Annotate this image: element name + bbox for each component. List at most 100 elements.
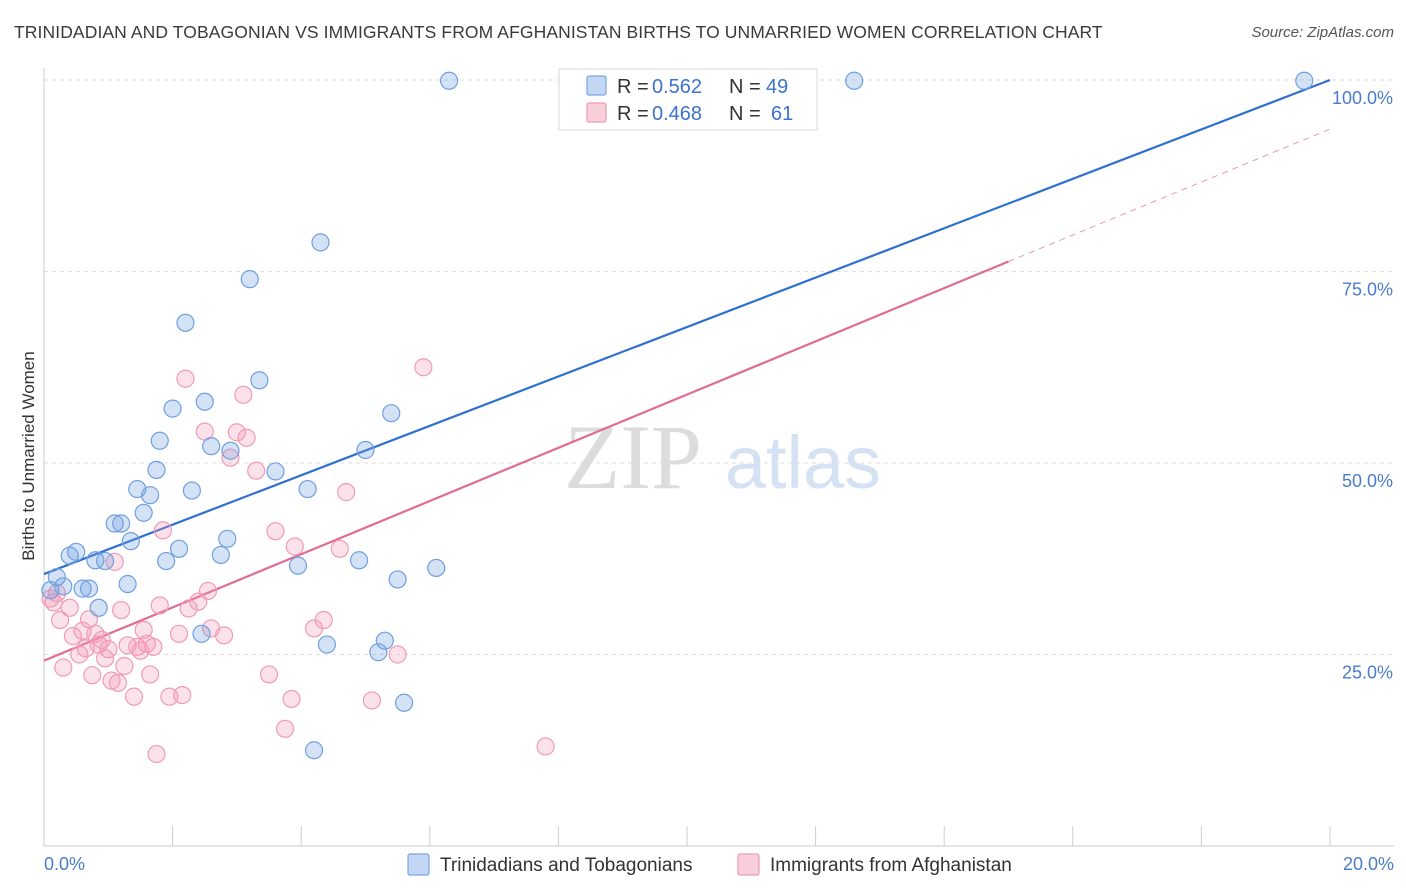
y-tick-label-3: 100.0% [1332,88,1393,108]
point-trinidadian-16 [140,486,160,505]
y-axis-label: Births to Unmarried Women [19,351,38,560]
point-afghanistan-11 [83,666,102,685]
point-trinidadian-46 [439,71,459,90]
point-afghanistan-6 [63,627,83,646]
point-afghanistan-56 [337,483,356,502]
data-points [41,71,1314,764]
point-afghanistan-42 [214,626,234,645]
point-afghanistan-16 [99,640,118,659]
point-trinidadian-39 [356,440,375,460]
legend-n-label-1: N = [729,76,761,98]
point-afghanistan-32 [153,521,173,540]
point-afghanistan-44 [227,423,246,442]
chart-source: Source: ZipAtlas.com [1251,24,1394,41]
point-afghanistan-14 [92,630,111,650]
point-afghanistan-19 [108,673,128,692]
point-trinidadian-43 [388,570,407,589]
point-afghanistan-34 [169,624,189,643]
trend-lines [43,78,1331,662]
point-afghanistan-3 [50,610,70,630]
legend-r-value-1: 0.562 [652,76,702,98]
point-trinidadian-34 [298,479,317,499]
point-trinidadian-37 [317,635,337,654]
point-afghanistan-45 [234,385,253,404]
legend-r-label-2: R = [617,103,649,125]
point-afghanistan-30 [147,744,166,764]
point-trinidadian-42 [382,404,401,423]
legend-n-value-2: 61 [771,103,793,125]
point-afghanistan-4 [54,658,73,677]
trend-line-0 [43,78,1331,576]
point-trinidadian-2 [54,577,73,596]
point-trinidadian-11 [112,514,131,533]
point-afghanistan-5 [60,598,79,617]
chart-title: TRINIDADIAN AND TOBAGONIAN VS IMMIGRANTS… [14,22,1103,42]
point-trinidadian-24 [192,624,211,643]
point-afghanistan-26 [134,620,153,640]
point-trinidadian-32 [266,462,285,481]
point-trinidadian-28 [218,529,237,548]
point-trinidadian-1 [47,568,66,587]
watermark-zip: ZIP [564,406,702,508]
point-trinidadian-40 [369,643,388,662]
point-trinidadian-13 [121,532,140,551]
point-afghanistan-52 [285,537,304,556]
point-trinidadian-20 [163,399,182,418]
point-trinidadian-35 [304,741,324,760]
point-trinidadian-26 [202,437,221,456]
point-afghanistan-23 [124,687,144,706]
point-trinidadian-25 [195,392,214,411]
legend-r-value-2: 0.468 [652,103,702,125]
legend-n-value-1: 49 [766,76,788,98]
point-afghanistan-40 [198,581,218,601]
point-afghanistan-48 [259,665,279,684]
point-trinidadian-27 [211,545,230,565]
point-trinidadian-6 [79,579,99,598]
point-trinidadian-15 [134,503,153,522]
point-afghanistan-20 [112,600,131,620]
point-afghanistan-60 [536,737,555,756]
point-afghanistan-54 [314,610,333,630]
point-trinidadian-29 [221,441,240,460]
legend-top: R = 0.562 N = 49 R = 0.468 N = 61 [558,68,818,131]
y-tick-label-0: 25.0% [1342,663,1393,683]
watermark-atlas: atlas [725,421,881,504]
point-trinidadian-47 [845,71,864,90]
point-afghanistan-36 [176,369,195,388]
point-trinidadian-17 [147,460,166,479]
point-trinidadian-9 [95,551,115,571]
bottom-legend-swatch-afghanistan [737,853,760,876]
point-trinidadian-5 [73,579,92,598]
point-trinidadian-30 [240,270,259,289]
x-tick-label-max: 20.0% [1343,854,1394,874]
point-trinidadian-18 [150,431,169,450]
point-trinidadian-19 [157,551,176,571]
point-trinidadian-36 [311,233,330,252]
point-trinidadian-23 [182,481,201,500]
point-trinidadian-48 [1295,71,1314,90]
grid-lines [44,79,1394,655]
point-trinidadian-12 [118,574,137,594]
point-afghanistan-21 [115,656,134,676]
point-afghanistan-46 [237,428,256,447]
point-trinidadian-8 [89,598,108,617]
point-afghanistan-37 [179,599,198,618]
y-tick-labels: 25.0% 50.0% 75.0% 100.0% [1332,88,1393,683]
point-afghanistan-51 [282,689,301,709]
y-tick-label-2: 75.0% [1342,280,1393,300]
bottom-legend-swatch-trinidadian [407,853,430,876]
point-afghanistan-18 [105,552,124,571]
point-trinidadian-38 [349,551,369,570]
point-afghanistan-57 [362,691,382,710]
trend-line-dashed-1 [1008,128,1331,263]
point-afghanistan-58 [388,645,407,664]
point-afghanistan-29 [144,637,163,656]
point-trinidadian-21 [169,539,189,558]
bottom-legend-label-trinidadian: Trinidadians and Tobagonians [440,855,692,876]
x-tick-label-min: 0.0% [44,854,85,874]
point-trinidadian-31 [250,371,269,390]
point-trinidadian-41 [375,631,394,650]
legend-swatch-trinidadian [586,75,607,96]
bottom-legend-label-afghanistan: Immigrants from Afghanistan [770,855,1012,876]
point-afghanistan-55 [330,539,349,558]
